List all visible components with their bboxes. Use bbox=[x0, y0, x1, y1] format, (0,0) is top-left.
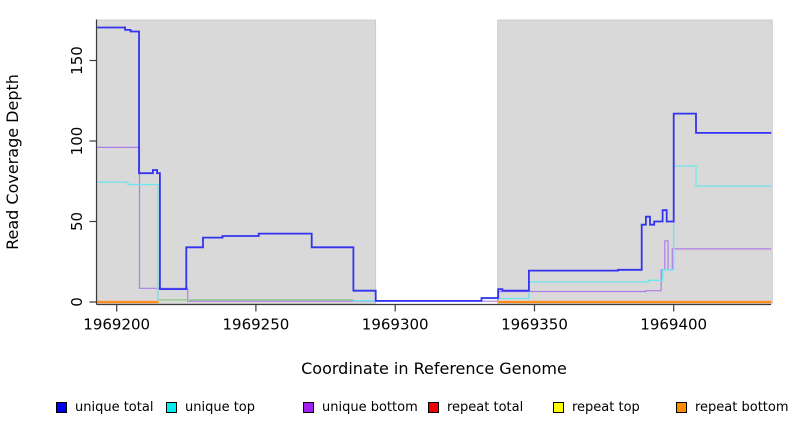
legend-item-unique-top: unique top bbox=[166, 400, 255, 415]
legend-label: repeat bottom bbox=[695, 400, 789, 415]
coverage-plot: 0 50 100 150 1969200 1969250 1969300 1969350 196… bbox=[3, 19, 773, 378]
y-tick-label: 100 bbox=[68, 127, 86, 156]
y-tick-label: 150 bbox=[68, 46, 86, 75]
legend-label: unique top bbox=[185, 400, 256, 415]
legend: unique total unique top unique bottom repea… bbox=[0, 396, 792, 426]
legend-item-repeat-bottom: repeat bottom bbox=[676, 400, 789, 415]
x-tick-label: 1969300 bbox=[362, 316, 429, 334]
legend-item-unique-total: unique total bbox=[56, 400, 153, 415]
x-axis-title: Coordinate in Reference Genome bbox=[301, 359, 567, 378]
coverage-plot-svg: 0 50 100 150 1969200 1969250 1969300 1969350 196… bbox=[3, 19, 773, 378]
legend-label: unique total bbox=[75, 400, 154, 415]
legend-label: unique bottom bbox=[322, 400, 418, 415]
y-tick-label: 50 bbox=[68, 212, 86, 231]
x-tick-label: 1969400 bbox=[640, 316, 707, 334]
x-tick-label: 1969200 bbox=[83, 316, 150, 334]
legend-label: repeat total bbox=[447, 400, 524, 415]
legend-swatch-icon bbox=[166, 402, 177, 413]
x-tick-label: 1969250 bbox=[222, 316, 289, 334]
legend-swatch-icon bbox=[303, 402, 314, 413]
x-tick-label: 1969350 bbox=[501, 316, 568, 334]
legend-item-repeat-top: repeat top bbox=[553, 400, 640, 415]
masked-region bbox=[497, 19, 773, 305]
legend-item-unique-bottom: unique bottom bbox=[303, 400, 418, 415]
y-tick-label: 0 bbox=[68, 297, 86, 307]
legend-swatch-icon bbox=[56, 402, 67, 413]
legend-swatch-icon bbox=[428, 402, 439, 413]
legend-label: repeat top bbox=[572, 400, 640, 415]
legend-swatch-icon bbox=[676, 402, 687, 413]
masked-region bbox=[96, 19, 377, 305]
legend-swatch-icon bbox=[553, 402, 564, 413]
y-axis-title: Read Coverage Depth bbox=[3, 74, 22, 250]
legend-item-repeat-total: repeat total bbox=[428, 400, 523, 415]
series-unique-total-line bbox=[97, 26, 772, 302]
